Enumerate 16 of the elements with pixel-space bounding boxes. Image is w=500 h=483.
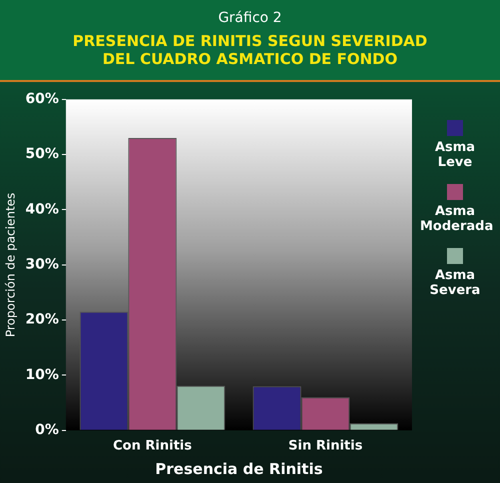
- legend-label: Asma Moderada: [420, 204, 494, 234]
- y-tick-label: 0%: [35, 422, 59, 438]
- legend-label: Asma Leve: [434, 140, 476, 170]
- y-tick-label: 60%: [25, 91, 59, 108]
- y-tick-label: 20%: [25, 312, 59, 328]
- x-tick-label: Sin Rinitis: [288, 438, 363, 454]
- legend-label: Asma Severa: [428, 268, 482, 298]
- chart-title: Gráfico 2: [217, 10, 283, 26]
- y-tick-label: 40%: [25, 201, 59, 218]
- y-tick-label: 10%: [25, 366, 59, 383]
- chart-subtitle: PRESENCIA DE RINITIS SEGUN SEVERIDAD DEL CUADRO ASMATICO DE FONDO: [72, 32, 428, 68]
- x-axis-title: Presencia de Rinitis: [155, 460, 323, 478]
- x-tick-label: Con Rinitis: [113, 438, 192, 454]
- y-tick-label: 50%: [25, 146, 59, 162]
- y-axis-title: Proporción de pacientes: [3, 192, 18, 338]
- y-tick-label: 30%: [25, 256, 59, 273]
